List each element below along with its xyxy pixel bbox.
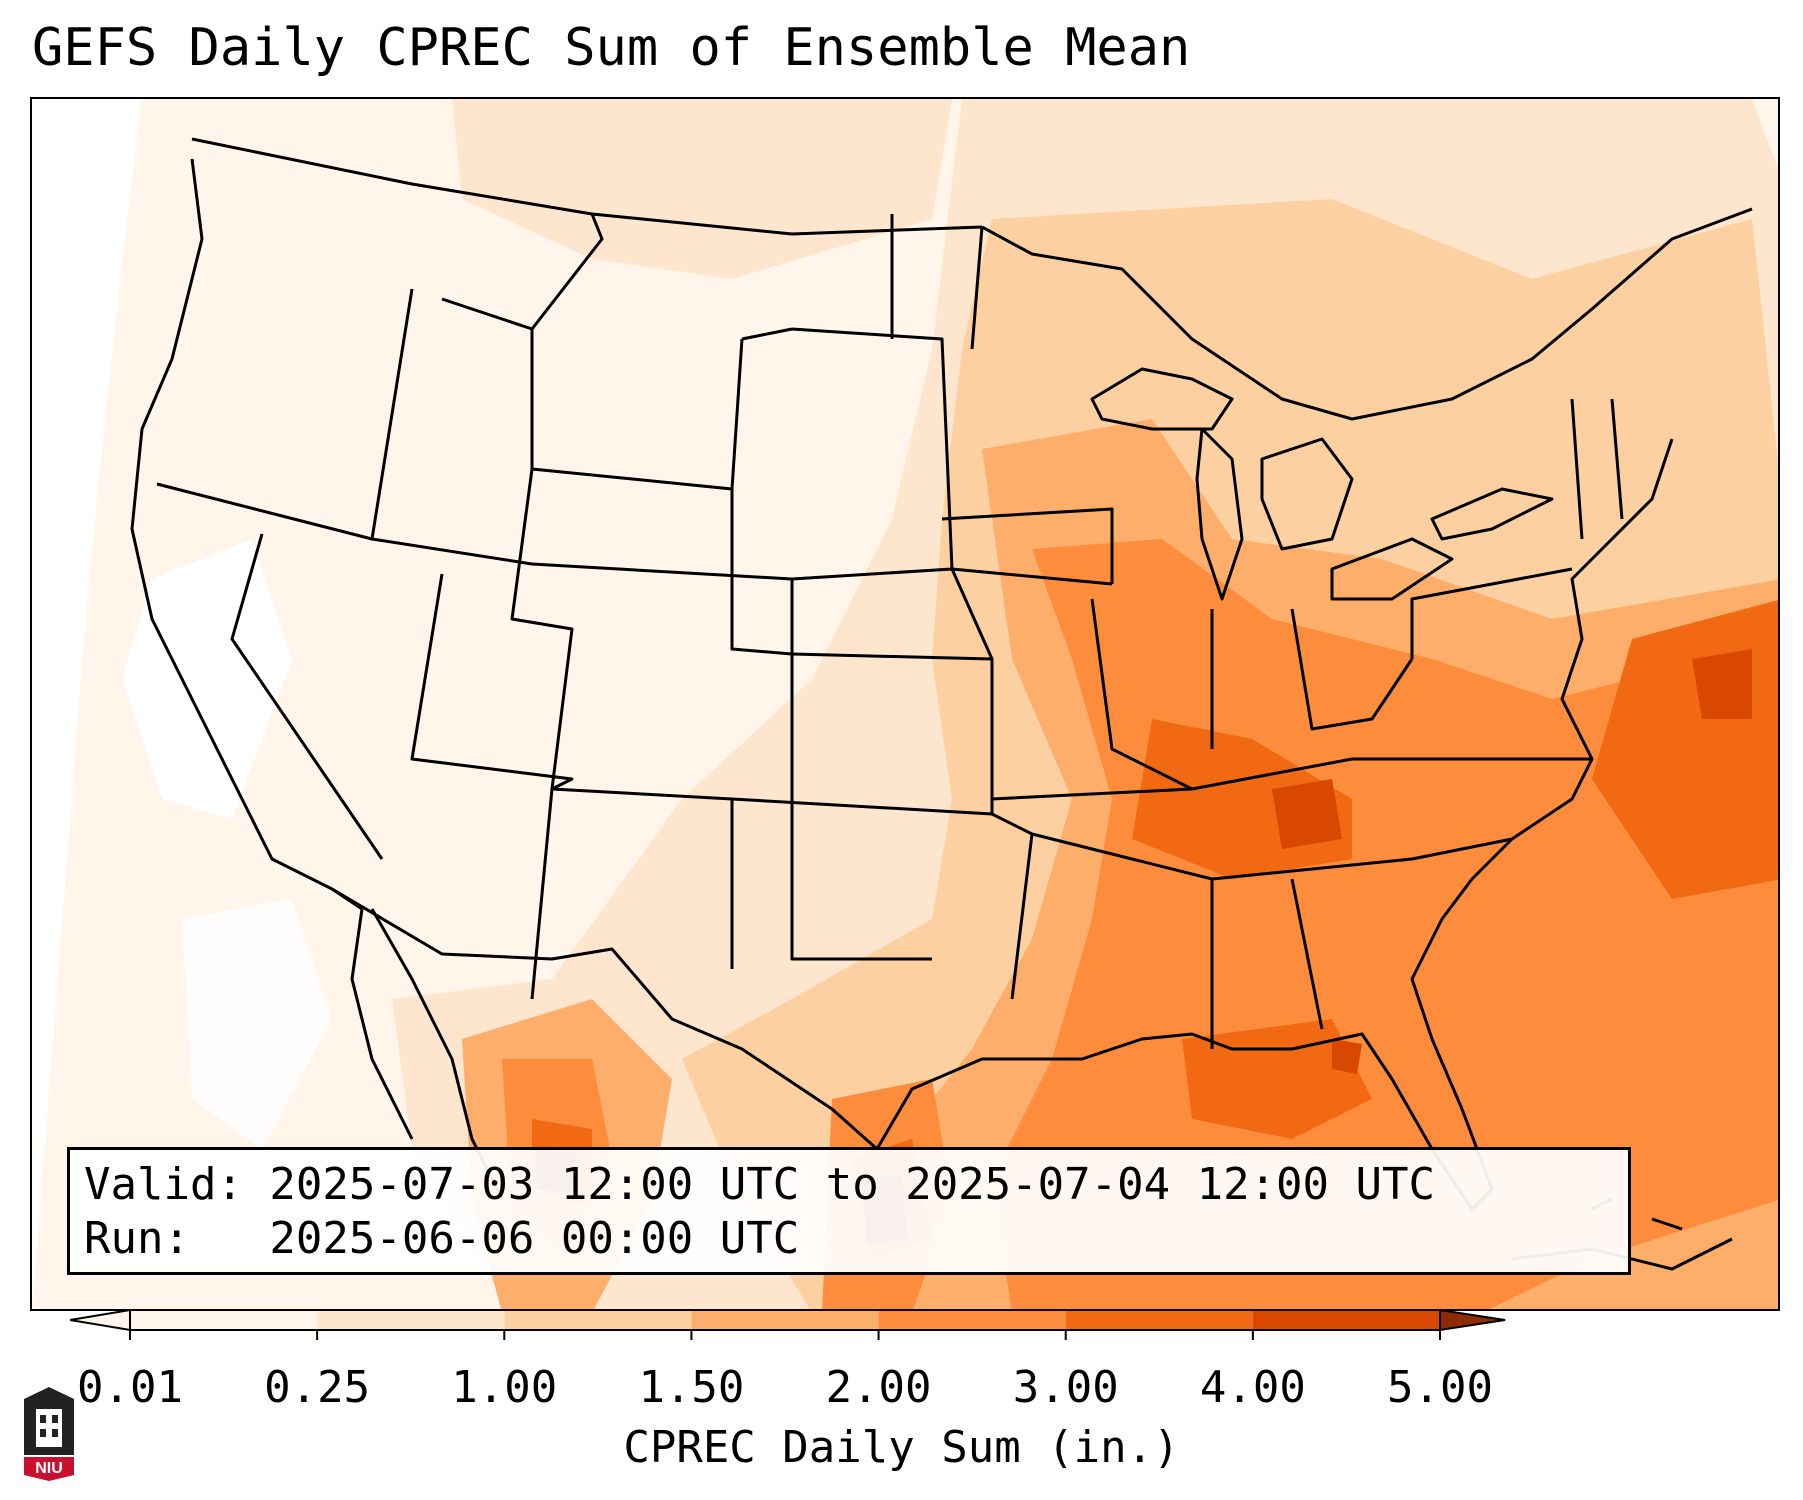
valid-run-info: Valid: 2025-07-03 12:00 UTC to 2025-07-0… [67,1147,1631,1275]
niu-logo: NIU [24,1387,74,1481]
colorbar-tick-label: 4.00 [1199,1362,1306,1413]
colorbar-outline [129,1310,1441,1331]
valid-time-text: Valid: 2025-07-03 12:00 UTC to 2025-07-0… [84,1159,1436,1210]
map-title: GEFS Daily CPREC Sum of Ensemble Mean [32,18,1191,78]
colorbar-segment [1252,1310,1440,1330]
colorbar-segment [691,1310,879,1330]
boundaries [130,137,1753,1211]
colorbar-tick-label: 1.00 [451,1362,558,1413]
precipitation-map [30,97,1780,1311]
colorbar-tick-label: 3.00 [1012,1362,1119,1413]
colorbar-label: CPREC Daily Sum (in.) [623,1422,1180,1473]
colorbar-tick-label: 0.25 [264,1362,371,1413]
colorbar-tick-label: 5.00 [1387,1362,1493,1413]
colorbar [70,1310,1506,1340]
colorbar-segment [130,1310,318,1330]
colorbar-segment [504,1310,692,1330]
map-canvas [32,99,1778,1309]
colorbar-tick-label: 0.01 [77,1362,183,1413]
colorbar-extend-min [70,1310,131,1332]
niu-logo-text: NIU [35,1460,63,1477]
colorbar-segment [1065,1310,1253,1330]
colorbar-tick-label: 1.50 [638,1362,745,1413]
colorbar-segment [317,1310,505,1330]
colorbar-segment [878,1310,1066,1330]
colorbar-tick-label: 2.00 [825,1362,932,1413]
colorbar-extend-max [1439,1310,1506,1332]
precip-shading [122,99,1778,1309]
run-time-text: Run: 2025-06-06 00:00 UTC [84,1213,800,1264]
